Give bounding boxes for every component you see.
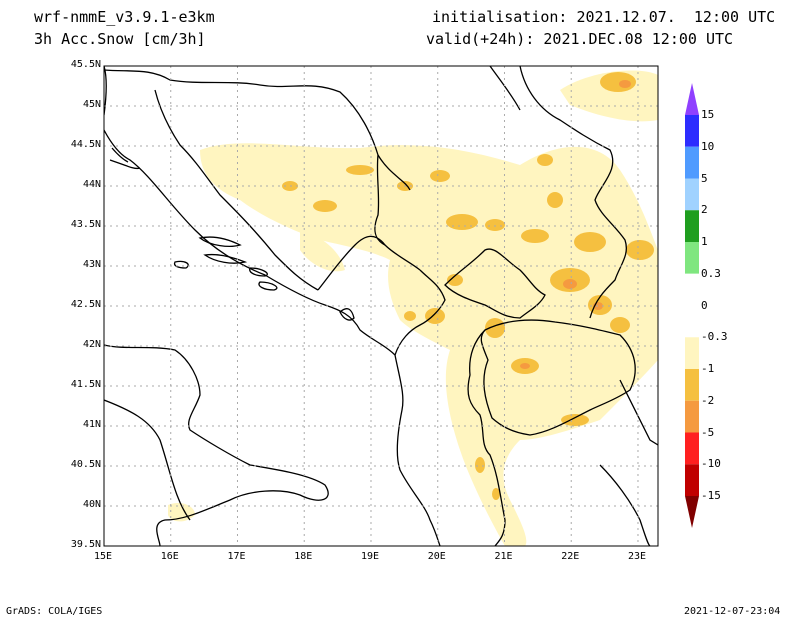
colorbar-segment [685,115,699,147]
colorbar-label: 0.3 [701,266,721,280]
lat-tick-label: 40.5N [70,459,101,470]
colorbar-label: -1 [701,362,715,375]
colorbar-segment [685,432,699,465]
lat-tick-label: 45N [82,99,101,110]
lat-tick-label: 44N [82,179,101,190]
lat-tick-label: 40N [82,499,101,510]
field-label: 3h Acc.Snow [cm/3h] [34,30,206,48]
colorbar-label: -0.3 [701,330,728,344]
lon-tick-label: 18E [294,551,313,562]
lon-tick-label: 16E [160,551,179,562]
colorbar-label: -5 [701,425,715,439]
model-label: wrf-nmmE_v3.9.1-e3km [34,8,215,26]
lon-tick-label: 22E [561,551,580,562]
colorbar-top-arrow [685,83,699,115]
colorbar-label: -15 [701,489,721,502]
colorbar-label: 1 [701,235,708,248]
valid-time: valid(+24h): 2021.DEC.08 12:00 UTC [426,30,734,48]
colorbar-label: 2 [701,203,708,217]
lat-tick-label: 43.5N [70,219,101,230]
colorbar-label: 15 [701,108,715,121]
lon-tick-label: 23E [627,551,647,562]
colorbar-segment [685,337,699,369]
lat-tick-label: 45.5N [70,59,101,70]
lon-tick-label: 20E [427,551,446,562]
gridlines [104,66,658,546]
lat-tick-label: 39.5N [70,539,101,550]
colorbar-segment [685,464,699,496]
colorbar-label: 5 [701,171,708,185]
lat-tick-label: 42.5N [70,299,101,310]
colorbar-segment [685,178,699,211]
lon-tick-label: 21E [494,551,513,562]
colorbar-bottom-arrow [685,496,699,528]
colorbar-label: -10 [701,457,721,471]
lon-tick-label: 19E [360,551,380,562]
lon-tick-label: 15E [94,551,113,562]
lat-tick-label: 42N [82,339,101,350]
colorbar-label: 10 [701,139,715,153]
init-time: initialisation: 2021.12.07. 12:00 UTC [432,8,776,26]
colorbar-segment [685,305,699,338]
lat-tick-label: 44.5N [70,139,101,150]
colorbar-segment [685,400,699,433]
colorbar-segment [685,146,699,179]
colorbar-label: -2 [701,393,715,407]
lat-tick-label: 41N [82,419,101,430]
lat-tick-label: 41.5N [70,379,101,390]
colorbar-segment [685,242,699,274]
colorbar [685,83,699,528]
snow-light [168,70,658,546]
lon-tick-label: 17E [227,551,246,562]
colorbar-label: 0 [701,298,708,312]
colorbar-segment [685,210,699,242]
footer-left: GrADS: COLA/IGES [6,606,103,617]
colorbar-segment [685,273,699,306]
footer-right: 2021-12-07-23:04 [684,606,781,617]
colorbar-segment [685,369,699,401]
lat-tick-label: 43N [82,259,101,270]
map-frame [103,65,659,547]
